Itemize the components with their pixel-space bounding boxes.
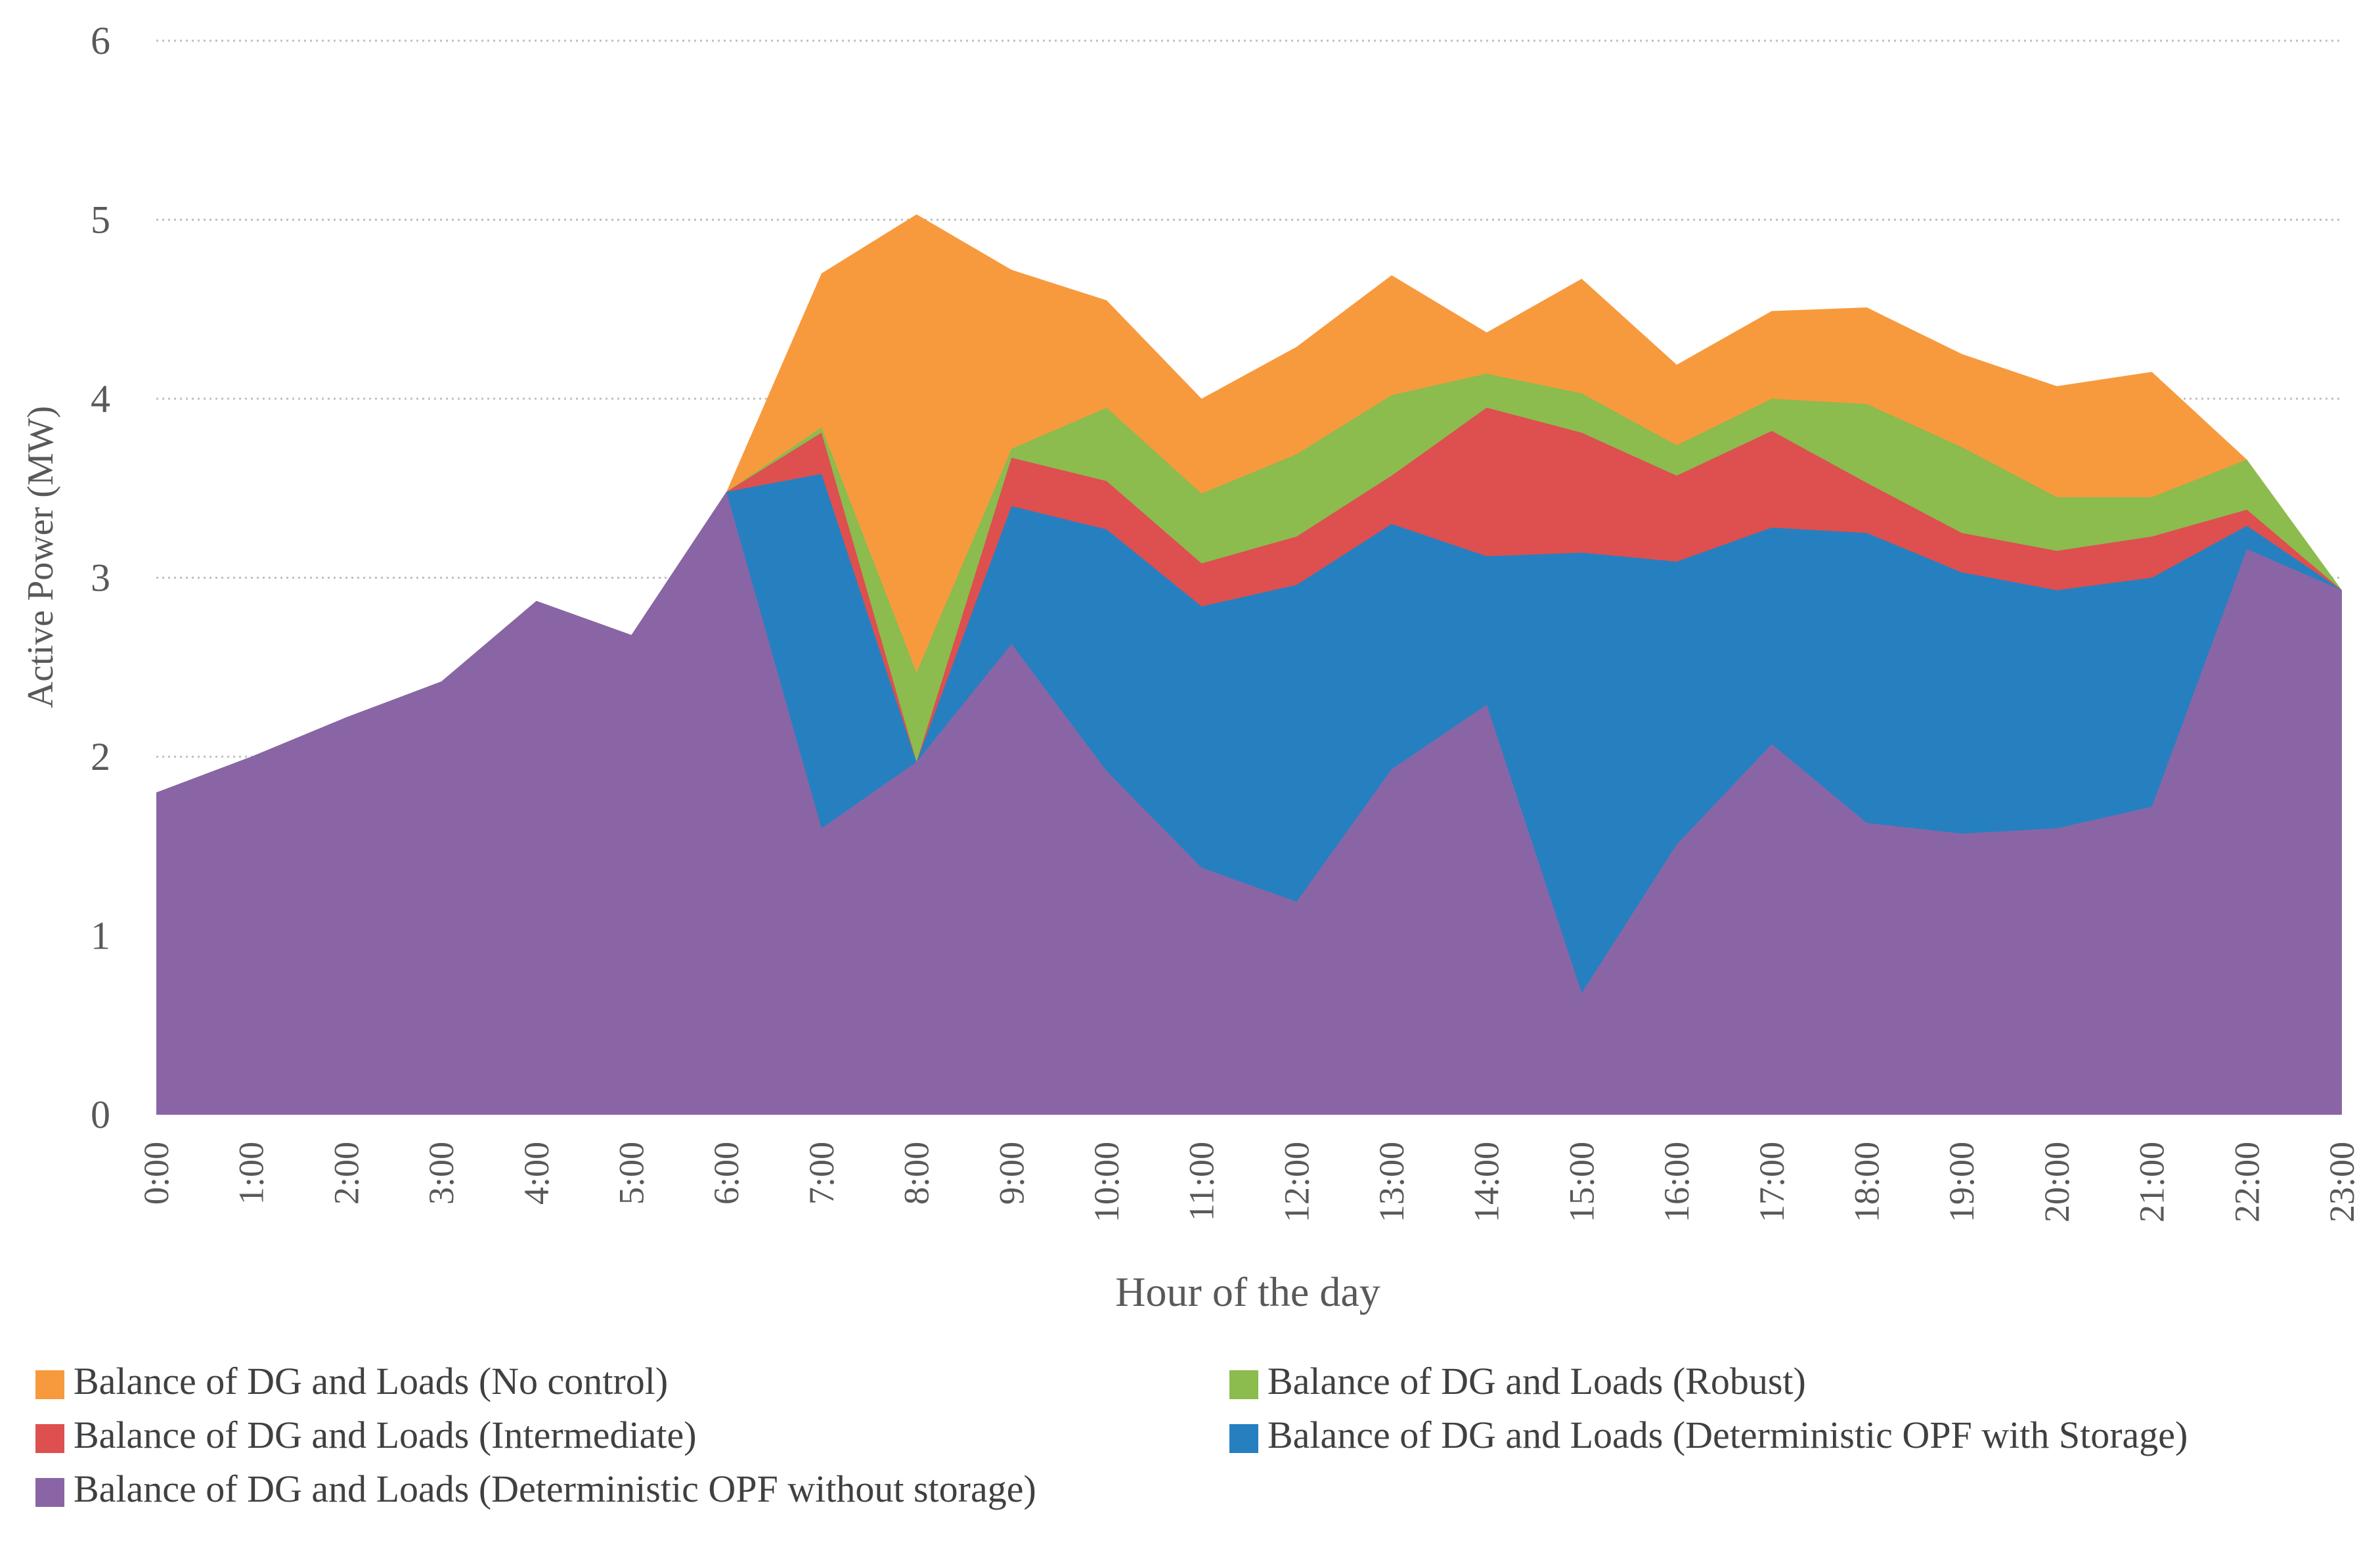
x-tick-label: 12:00 bbox=[1277, 1142, 1316, 1222]
x-tick-label: 20:00 bbox=[2037, 1142, 2077, 1222]
x-tick-label: 0:00 bbox=[137, 1142, 176, 1205]
legend-label: Balance of DG and Loads (Deterministic O… bbox=[74, 1467, 1036, 1510]
x-tick-label: 21:00 bbox=[2132, 1142, 2172, 1222]
x-tick-label: 4:00 bbox=[517, 1142, 556, 1205]
legend-label: Balance of DG and Loads (Deterministic O… bbox=[1267, 1414, 2188, 1456]
x-tick-label: 8:00 bbox=[897, 1142, 937, 1205]
x-tick-label: 15:00 bbox=[1562, 1142, 1601, 1222]
legend-swatch bbox=[35, 1370, 64, 1399]
x-tick-label: 7:00 bbox=[802, 1142, 841, 1205]
y-tick-label: 2 bbox=[91, 735, 110, 778]
y-axis-title: Active Power (MW) bbox=[20, 406, 61, 708]
x-tick-label: 13:00 bbox=[1372, 1142, 1411, 1222]
legend-label: Balance of DG and Loads (Intermediate) bbox=[74, 1414, 697, 1456]
x-tick-label: 1:00 bbox=[232, 1142, 271, 1205]
x-tick-label: 6:00 bbox=[707, 1142, 746, 1205]
legend: Balance of DG and Loads (No control) Bala… bbox=[35, 1360, 2188, 1510]
y-tick-label: 1 bbox=[91, 914, 110, 958]
x-tick-label: 17:00 bbox=[1752, 1142, 1792, 1222]
legend-swatch bbox=[1229, 1424, 1258, 1453]
y-axis-tick-labels: 0 1 2 3 4 5 6 bbox=[91, 19, 110, 1136]
legend-swatch bbox=[35, 1478, 64, 1507]
x-tick-label: 9:00 bbox=[992, 1142, 1031, 1205]
legend-swatch bbox=[1229, 1370, 1258, 1399]
y-tick-label: 4 bbox=[91, 377, 110, 420]
y-tick-label: 3 bbox=[91, 556, 110, 600]
area-series-5 bbox=[156, 491, 2342, 1115]
x-axis-title: Hour of the day bbox=[1115, 1268, 1380, 1315]
x-tick-label: 5:00 bbox=[611, 1142, 651, 1205]
legend-label: Balance of DG and Loads (Robust) bbox=[1267, 1360, 1806, 1402]
x-tick-label: 22:00 bbox=[2227, 1142, 2266, 1222]
x-tick-label: 18:00 bbox=[1847, 1142, 1887, 1222]
y-tick-label: 6 bbox=[91, 19, 110, 62]
x-tick-label: 23:00 bbox=[2322, 1142, 2362, 1222]
area-series bbox=[156, 214, 2342, 1115]
x-tick-label: 10:00 bbox=[1087, 1142, 1126, 1222]
x-tick-label: 2:00 bbox=[326, 1142, 366, 1205]
x-axis-tick-labels: 0:00 1:00 2:00 3:00 4:00 5:00 6:00 7:00 8:00 9:00… bbox=[137, 1142, 2362, 1222]
x-tick-label: 11:00 bbox=[1182, 1142, 1222, 1221]
legend-swatch bbox=[35, 1424, 64, 1453]
y-tick-label: 5 bbox=[91, 198, 110, 242]
y-tick-label: 0 bbox=[91, 1093, 110, 1136]
x-tick-label: 19:00 bbox=[1942, 1142, 1981, 1222]
x-tick-label: 16:00 bbox=[1657, 1142, 1696, 1222]
x-tick-label: 3:00 bbox=[422, 1142, 461, 1205]
legend-label: Balance of DG and Loads (No control) bbox=[74, 1360, 668, 1402]
x-tick-label: 14:00 bbox=[1467, 1142, 1507, 1222]
